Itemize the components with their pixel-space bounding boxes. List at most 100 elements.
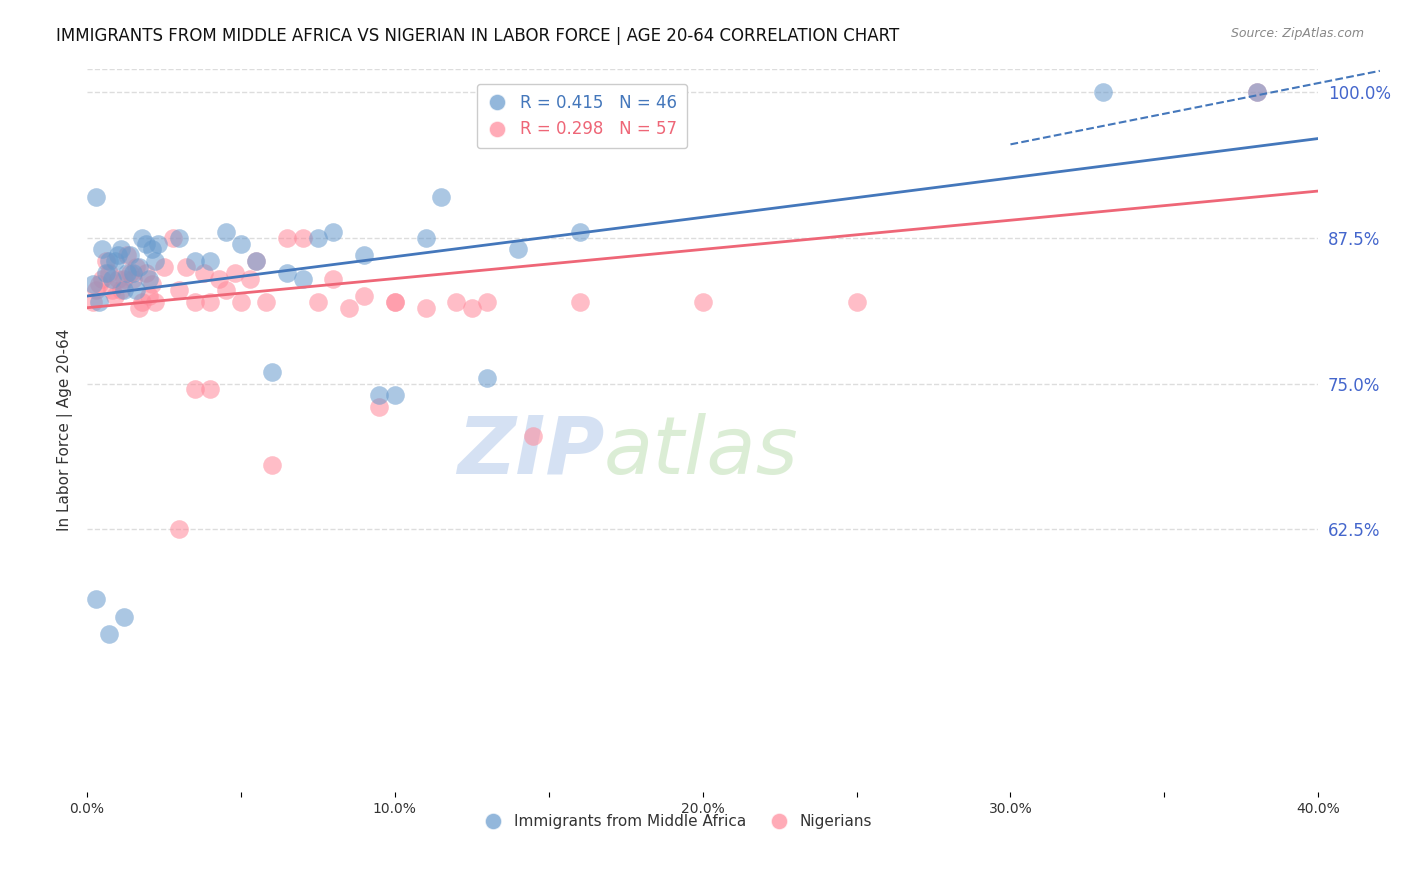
Point [322, 271, 344, 285]
Point [198, 254, 221, 268]
Point [162, 230, 184, 244]
Point [100, 271, 122, 285]
Point [384, 294, 406, 309]
Legend: Immigrants from Middle Africa, Nigerians: Immigrants from Middle Africa, Nigerians [478, 808, 879, 835]
Point [208, 271, 231, 285]
Point [104, 254, 127, 268]
Text: Source: ZipAtlas.com: Source: ZipAtlas.com [1230, 27, 1364, 40]
Point [229, 236, 252, 251]
Point [107, 271, 129, 285]
Point [141, 243, 163, 257]
Point [91, 271, 114, 285]
Point [125, 260, 148, 274]
Point [291, 230, 314, 244]
Point [122, 266, 145, 280]
Point [84, 190, 107, 204]
Point [89, 277, 111, 292]
Point [184, 254, 207, 268]
Point [224, 266, 246, 280]
Point [1246, 85, 1268, 99]
Point [91, 243, 114, 257]
Point [245, 254, 267, 268]
Point [384, 294, 406, 309]
Point [430, 190, 453, 204]
Point [415, 230, 437, 244]
Point [82, 277, 104, 292]
Point [143, 294, 166, 309]
Point [135, 236, 157, 251]
Point [506, 243, 529, 257]
Point [153, 260, 176, 274]
Point [122, 271, 145, 285]
Point [239, 271, 262, 285]
Text: atlas: atlas [605, 413, 799, 491]
Point [128, 301, 150, 315]
Point [100, 283, 122, 297]
Point [1091, 85, 1114, 99]
Point [120, 248, 142, 262]
Point [368, 400, 391, 414]
Point [184, 383, 207, 397]
Point [307, 230, 329, 244]
Point [353, 289, 375, 303]
Point [112, 283, 135, 297]
Point [184, 294, 207, 309]
Text: ZIP: ZIP [457, 413, 605, 491]
Point [94, 266, 117, 280]
Point [115, 266, 138, 280]
Point [276, 266, 298, 280]
Point [131, 230, 153, 244]
Point [89, 294, 111, 309]
Point [446, 294, 468, 309]
Point [193, 266, 215, 280]
Text: IMMIGRANTS FROM MIDDLE AFRICA VS NIGERIAN IN LABOR FORCE | AGE 20-64 CORRELATION: IMMIGRANTS FROM MIDDLE AFRICA VS NIGERIA… [56, 27, 900, 45]
Point [125, 283, 148, 297]
Point [84, 283, 107, 297]
Point [198, 383, 221, 397]
Point [845, 294, 868, 309]
Point [174, 260, 197, 274]
Point [276, 230, 298, 244]
Point [368, 388, 391, 402]
Point [260, 458, 283, 473]
Point [291, 271, 314, 285]
Point [82, 294, 104, 309]
Point [143, 254, 166, 268]
Point [128, 260, 150, 274]
Point [415, 301, 437, 315]
Point [97, 254, 120, 268]
Point [97, 266, 120, 280]
Point [138, 271, 160, 285]
Point [384, 388, 406, 402]
Point [120, 266, 142, 280]
Point [337, 301, 360, 315]
Point [1246, 85, 1268, 99]
Point [115, 248, 138, 262]
Point [107, 248, 129, 262]
Point [229, 294, 252, 309]
Point [461, 301, 484, 315]
Point [141, 277, 163, 292]
Point [112, 610, 135, 624]
Point [214, 283, 236, 297]
Point [110, 243, 132, 257]
Point [322, 225, 344, 239]
Point [477, 370, 499, 384]
Point [138, 289, 160, 303]
Point [169, 230, 191, 244]
Point [254, 294, 277, 309]
Point [245, 254, 267, 268]
Point [568, 294, 591, 309]
Point [84, 592, 107, 607]
Point [169, 523, 191, 537]
Point [522, 429, 544, 443]
Point [131, 294, 153, 309]
Point [97, 627, 120, 641]
Point [692, 294, 714, 309]
Point [214, 225, 236, 239]
Point [110, 283, 132, 297]
Y-axis label: In Labor Force | Age 20-64: In Labor Force | Age 20-64 [58, 329, 73, 532]
Point [477, 294, 499, 309]
Point [353, 248, 375, 262]
Point [169, 283, 191, 297]
